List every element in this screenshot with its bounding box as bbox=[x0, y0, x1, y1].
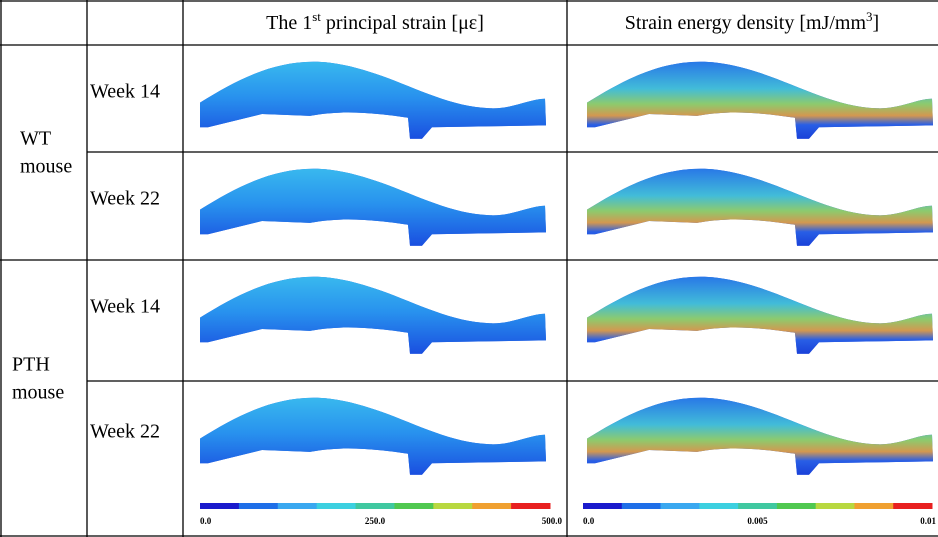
row-label: Week 14 bbox=[90, 296, 160, 318]
header-text: Strain energy density [mJ/mm bbox=[625, 12, 867, 34]
colorbar-segment bbox=[815, 503, 855, 509]
group-label: mouse bbox=[20, 156, 72, 178]
header-superscript: st bbox=[312, 9, 321, 24]
group-label: PTH bbox=[12, 354, 50, 376]
colorbar-segment bbox=[472, 503, 512, 509]
colorbar-segment bbox=[316, 503, 357, 509]
colorbar-segment bbox=[738, 503, 778, 509]
colorbar-segment bbox=[776, 503, 817, 509]
colorbar-label: 0.005 bbox=[747, 516, 768, 526]
column-header: Strain energy density [mJ/mm3] bbox=[625, 9, 879, 34]
colorbar-segment bbox=[200, 503, 240, 509]
column-header: The 1st principal strain [με] bbox=[266, 9, 484, 34]
row-label: Week 22 bbox=[90, 421, 160, 443]
fe-contour-image bbox=[200, 168, 546, 246]
bone-contour bbox=[587, 168, 933, 246]
fe-contour-image bbox=[587, 276, 933, 354]
group-label: WT bbox=[20, 128, 51, 150]
colorbar-segment bbox=[277, 503, 318, 509]
colorbar-label: 0.0 bbox=[583, 516, 595, 526]
fe-contour-image bbox=[200, 61, 546, 139]
colorbar-segment bbox=[355, 503, 395, 509]
fe-contour-image bbox=[587, 61, 933, 139]
fe-contour-image bbox=[200, 397, 546, 475]
group-label: mouse bbox=[12, 382, 64, 404]
row-label: Week 22 bbox=[90, 188, 160, 210]
header-superscript: 3 bbox=[866, 9, 873, 24]
colorbar-segment bbox=[394, 503, 434, 509]
bone-contour bbox=[200, 61, 546, 139]
bone-contour bbox=[200, 168, 546, 246]
colorbar-segment bbox=[893, 503, 933, 509]
bone-contour bbox=[587, 61, 933, 139]
header-text: ] bbox=[873, 12, 880, 34]
header-text: principal strain [με] bbox=[321, 12, 484, 34]
colorbar-segment bbox=[583, 503, 623, 509]
colorbar-segment bbox=[621, 503, 662, 509]
header-text: The 1 bbox=[266, 12, 312, 34]
colorbar-segment bbox=[433, 503, 473, 509]
colorbar-segment bbox=[511, 503, 551, 509]
colorbar-label: 250.0 bbox=[365, 516, 386, 526]
fe-contour-image bbox=[587, 397, 933, 475]
row-label: Week 14 bbox=[90, 81, 160, 103]
bone-contour bbox=[200, 397, 546, 475]
colorbar-segment bbox=[660, 503, 700, 509]
bone-contour bbox=[200, 276, 546, 354]
colorbar-segment bbox=[238, 503, 279, 509]
bone-contour bbox=[587, 397, 933, 475]
colorbar-label: 500.0 bbox=[542, 516, 563, 526]
colorbar-label: 0.0 bbox=[200, 516, 212, 526]
fe-contour-image bbox=[200, 276, 546, 354]
colorbar-segment bbox=[699, 503, 739, 509]
bone-contour bbox=[587, 276, 933, 354]
colorbar-segment bbox=[854, 503, 894, 509]
colorbar-label: 0.01 bbox=[920, 516, 936, 526]
fe-contour-image bbox=[587, 168, 933, 246]
